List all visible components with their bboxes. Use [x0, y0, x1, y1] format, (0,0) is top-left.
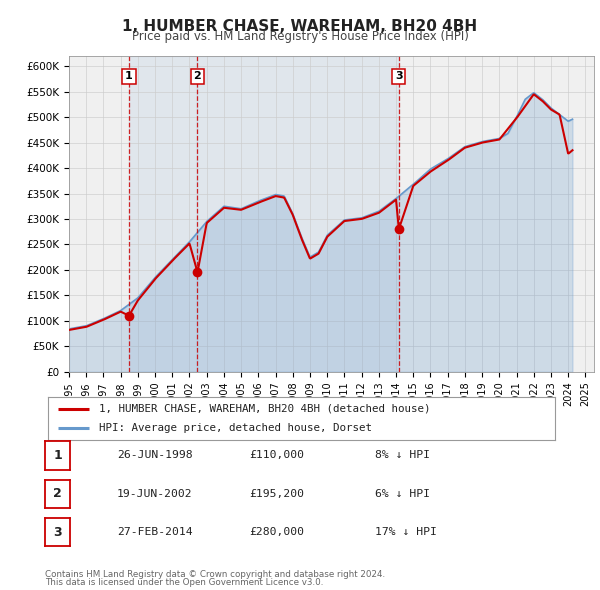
Text: 8% ↓ HPI: 8% ↓ HPI	[375, 451, 430, 460]
Bar	[129, 56, 197, 372]
Bar	[197, 56, 399, 372]
Text: Price paid vs. HM Land Registry's House Price Index (HPI): Price paid vs. HM Land Registry's House …	[131, 30, 469, 43]
Text: HPI: Average price, detached house, Dorset: HPI: Average price, detached house, Dors…	[98, 423, 372, 433]
Text: 3: 3	[53, 526, 62, 539]
Text: £110,000: £110,000	[249, 451, 304, 460]
Text: 2: 2	[53, 487, 62, 500]
Text: 26-JUN-1998: 26-JUN-1998	[117, 451, 193, 460]
Text: 1, HUMBER CHASE, WAREHAM, BH20 4BH: 1, HUMBER CHASE, WAREHAM, BH20 4BH	[122, 19, 478, 34]
Text: £280,000: £280,000	[249, 527, 304, 537]
Text: 1, HUMBER CHASE, WAREHAM, BH20 4BH (detached house): 1, HUMBER CHASE, WAREHAM, BH20 4BH (deta…	[98, 404, 430, 414]
Text: 2: 2	[194, 71, 202, 81]
Text: 6% ↓ HPI: 6% ↓ HPI	[375, 489, 430, 499]
Text: 1: 1	[53, 449, 62, 462]
Text: This data is licensed under the Open Government Licence v3.0.: This data is licensed under the Open Gov…	[45, 578, 323, 588]
Text: 27-FEB-2014: 27-FEB-2014	[117, 527, 193, 537]
Text: £195,200: £195,200	[249, 489, 304, 499]
Text: 19-JUN-2002: 19-JUN-2002	[117, 489, 193, 499]
Text: 17% ↓ HPI: 17% ↓ HPI	[375, 527, 437, 537]
Text: 1: 1	[125, 71, 133, 81]
Text: Contains HM Land Registry data © Crown copyright and database right 2024.: Contains HM Land Registry data © Crown c…	[45, 570, 385, 579]
Text: 3: 3	[395, 71, 403, 81]
